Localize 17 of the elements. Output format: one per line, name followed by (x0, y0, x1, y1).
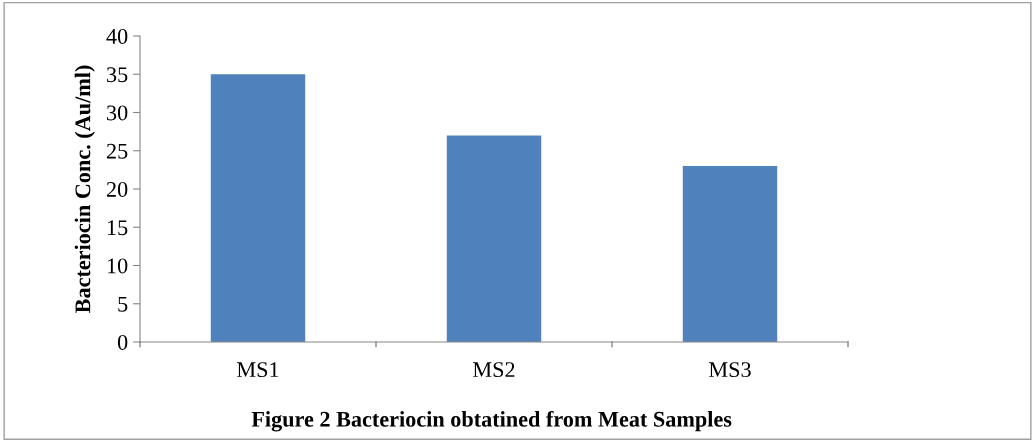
y-tick-label: 15 (107, 220, 128, 236)
y-tick-label: 25 (106, 143, 128, 159)
y-tick-label: 5 (118, 296, 128, 312)
bar (446, 135, 542, 342)
y-tick-label: 20 (106, 181, 128, 197)
x-tick-label: MS2 (473, 362, 515, 378)
y-tick-label: 35 (107, 67, 128, 83)
bar (682, 166, 778, 342)
bar (210, 74, 306, 342)
x-tick-label: MS3 (709, 362, 751, 378)
y-tick-label: 40 (106, 28, 128, 44)
y-tick-label: 10 (107, 258, 128, 274)
y-axis-title: Bacteriocin Conc. (Au/ml) (74, 65, 95, 313)
y-tick-label: 30 (107, 105, 128, 121)
y-tick-label: 0 (117, 334, 128, 350)
x-tick-label: MS1 (237, 362, 279, 378)
text: Figure 2 Bacteriocin obtatined from Meat Samples (251, 410, 732, 432)
